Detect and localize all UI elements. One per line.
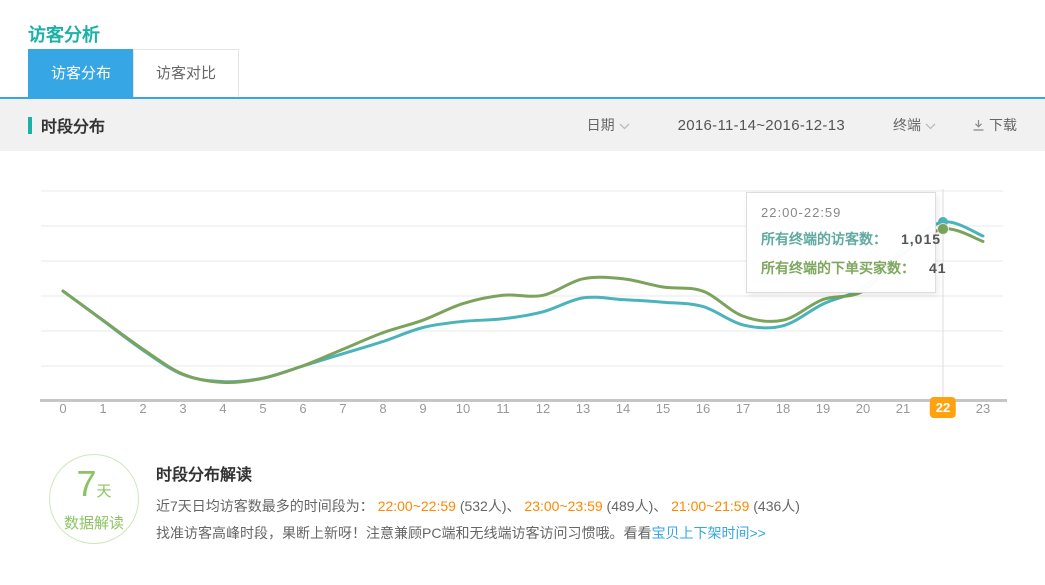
tooltip-buyers-row: 所有终端的下单买家数： 41: [761, 258, 946, 278]
advice-line: 找准访客高峰时段，果断上新呀！注意兼顾PC端和无线端访客访问习惯哦。看看宝贝上下…: [156, 520, 800, 547]
date-dropdown[interactable]: 日期: [587, 115, 630, 135]
tab-visitor-distribution[interactable]: 访客分布: [28, 49, 135, 97]
date-range-value[interactable]: 2016-11-14~2016-12-13: [677, 116, 845, 134]
seven-day-badge: 7天 数据解读: [49, 454, 139, 544]
download-icon: [973, 119, 984, 131]
buyers-line: [61, 227, 985, 385]
terminal-dropdown-label: 终端: [893, 117, 921, 133]
tooltip-visitors-label: 所有终端的访客数：: [761, 231, 887, 247]
download-label: 下载: [989, 117, 1017, 133]
tab-bar: 访客分布 访客对比: [28, 49, 1045, 97]
accent-bar: [28, 116, 32, 134]
chevron-down-icon: [619, 123, 630, 129]
badge-number: 7天: [76, 462, 112, 504]
interpretation-heading: 时段分布解读: [156, 467, 253, 484]
date-dropdown-label: 日期: [586, 117, 615, 133]
tooltip-visitors-row: 所有终端的访客数： 1,015: [761, 229, 940, 249]
peak-time: 21:00~21:59: [671, 498, 750, 514]
interpretation-section: 7天 数据解读 时段分布解读 近7天日均访客数最多的时间段为： 22:00~22…: [0, 441, 1045, 547]
listing-schedule-link[interactable]: 宝贝上下架时间>>: [651, 525, 766, 541]
page-title: 访客分析: [28, 25, 100, 45]
time-distribution-chart-area: 0 1 2 3 4 5 6 7 8 9 10 11 12 13 14 15 16 17 18 19 20 21 22 23 2…: [0, 151, 1045, 441]
peak-hours-list: 22:00~22:59 (532人)、 23:00~23:59 (489人)、 …: [377, 498, 800, 514]
distribution-line-chart: [40, 189, 1007, 402]
peak-hours-intro: 近7天日均访客数最多的时间段为：: [156, 498, 378, 514]
tab-visitor-compare[interactable]: 访客对比: [133, 49, 240, 97]
tooltip-time-range: 22:00-22:59: [761, 205, 842, 220]
tab-underline: [0, 97, 1045, 99]
buyers-marker: [937, 223, 949, 235]
tooltip-buyers-value: 41: [929, 260, 947, 276]
section-title: 时段分布: [41, 119, 106, 136]
chevron-down-icon: [925, 123, 936, 129]
peak-hours-line: 近7天日均访客数最多的时间段为： 22:00~22:59 (532人)、 23:…: [156, 493, 800, 520]
peak-time: 22:00~22:59: [377, 498, 456, 514]
tooltip-buyers-label: 所有终端的下单买家数：: [761, 260, 915, 276]
peak-count: (436人): [749, 498, 800, 514]
tooltip-visitors-value: 1,015: [901, 231, 942, 247]
download-button[interactable]: 下载: [972, 115, 1017, 135]
peak-count: (489人): [602, 498, 654, 514]
section-bar: 时段分布 日期 2016-11-14~2016-12-13 终端 下载: [0, 99, 1045, 151]
advice-text: 找准访客高峰时段，果断上新呀！注意兼顾PC端和无线端访客访问习惯哦。看看: [156, 525, 652, 541]
peak-time: 23:00~23:59: [524, 498, 603, 514]
badge-caption: 数据解读: [63, 514, 124, 532]
terminal-dropdown[interactable]: 终端: [893, 115, 936, 135]
chart-tooltip: 22:00-22:59 所有终端的访客数： 1,015 所有终端的下单买家数： 41: [746, 192, 946, 293]
peak-count: (532人): [455, 498, 507, 514]
page-header: 访客分析: [0, 0, 1045, 49]
